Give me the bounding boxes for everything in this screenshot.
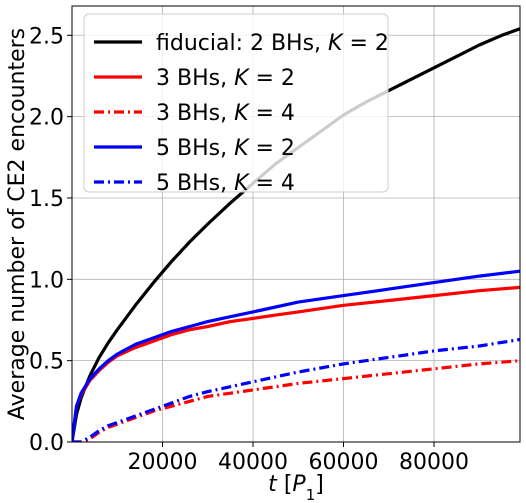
- legend-entry-5: 5 BHs, K = 4: [156, 171, 295, 196]
- x-axis-label: t [P1]: [268, 472, 324, 503]
- x-axis-ticks: 20000 40000 60000 80000: [128, 442, 469, 475]
- y-axis-label: Average number of CE2 encounters: [5, 28, 30, 420]
- y-tick-label: 2.0: [29, 106, 64, 131]
- series-line-4: [72, 269, 520, 442]
- x-tick-label: 60000: [309, 450, 379, 475]
- y-tick-label: 1.0: [29, 268, 64, 293]
- y-axis-ticks: 0.0 0.5 1.0 1.5 2.0 2.5: [29, 24, 72, 456]
- legend-entry-4: 5 BHs, K = 2: [156, 136, 295, 161]
- series-line-5: [72, 337, 520, 442]
- plot-frame: [71, 5, 521, 443]
- x-tick-label: 20000: [128, 450, 198, 475]
- legend-entry-2: 3 BHs, K = 2: [156, 66, 295, 91]
- series-line-2: [72, 285, 520, 442]
- legend-entry-1: fiducial: 2 BHs, K = 2: [156, 31, 389, 56]
- series-line-3: [72, 359, 520, 442]
- legend-box: [83, 13, 389, 193]
- y-tick-label: 1.5: [29, 187, 64, 212]
- y-tick-label: 0.5: [29, 350, 64, 375]
- legend: fiducial: 2 BHs, K = 2 3 BHs, K = 2 3 BHs,…: [83, 13, 389, 196]
- x-tick-label: 80000: [399, 450, 469, 475]
- x-tick-label: 40000: [218, 450, 288, 475]
- series-layer: [72, 27, 520, 442]
- y-tick-label: 0.0: [29, 431, 64, 456]
- y-tick-label: 2.5: [29, 24, 64, 49]
- legend-entry-3: 3 BHs, K = 4: [156, 101, 295, 126]
- series-line-1: [72, 27, 520, 442]
